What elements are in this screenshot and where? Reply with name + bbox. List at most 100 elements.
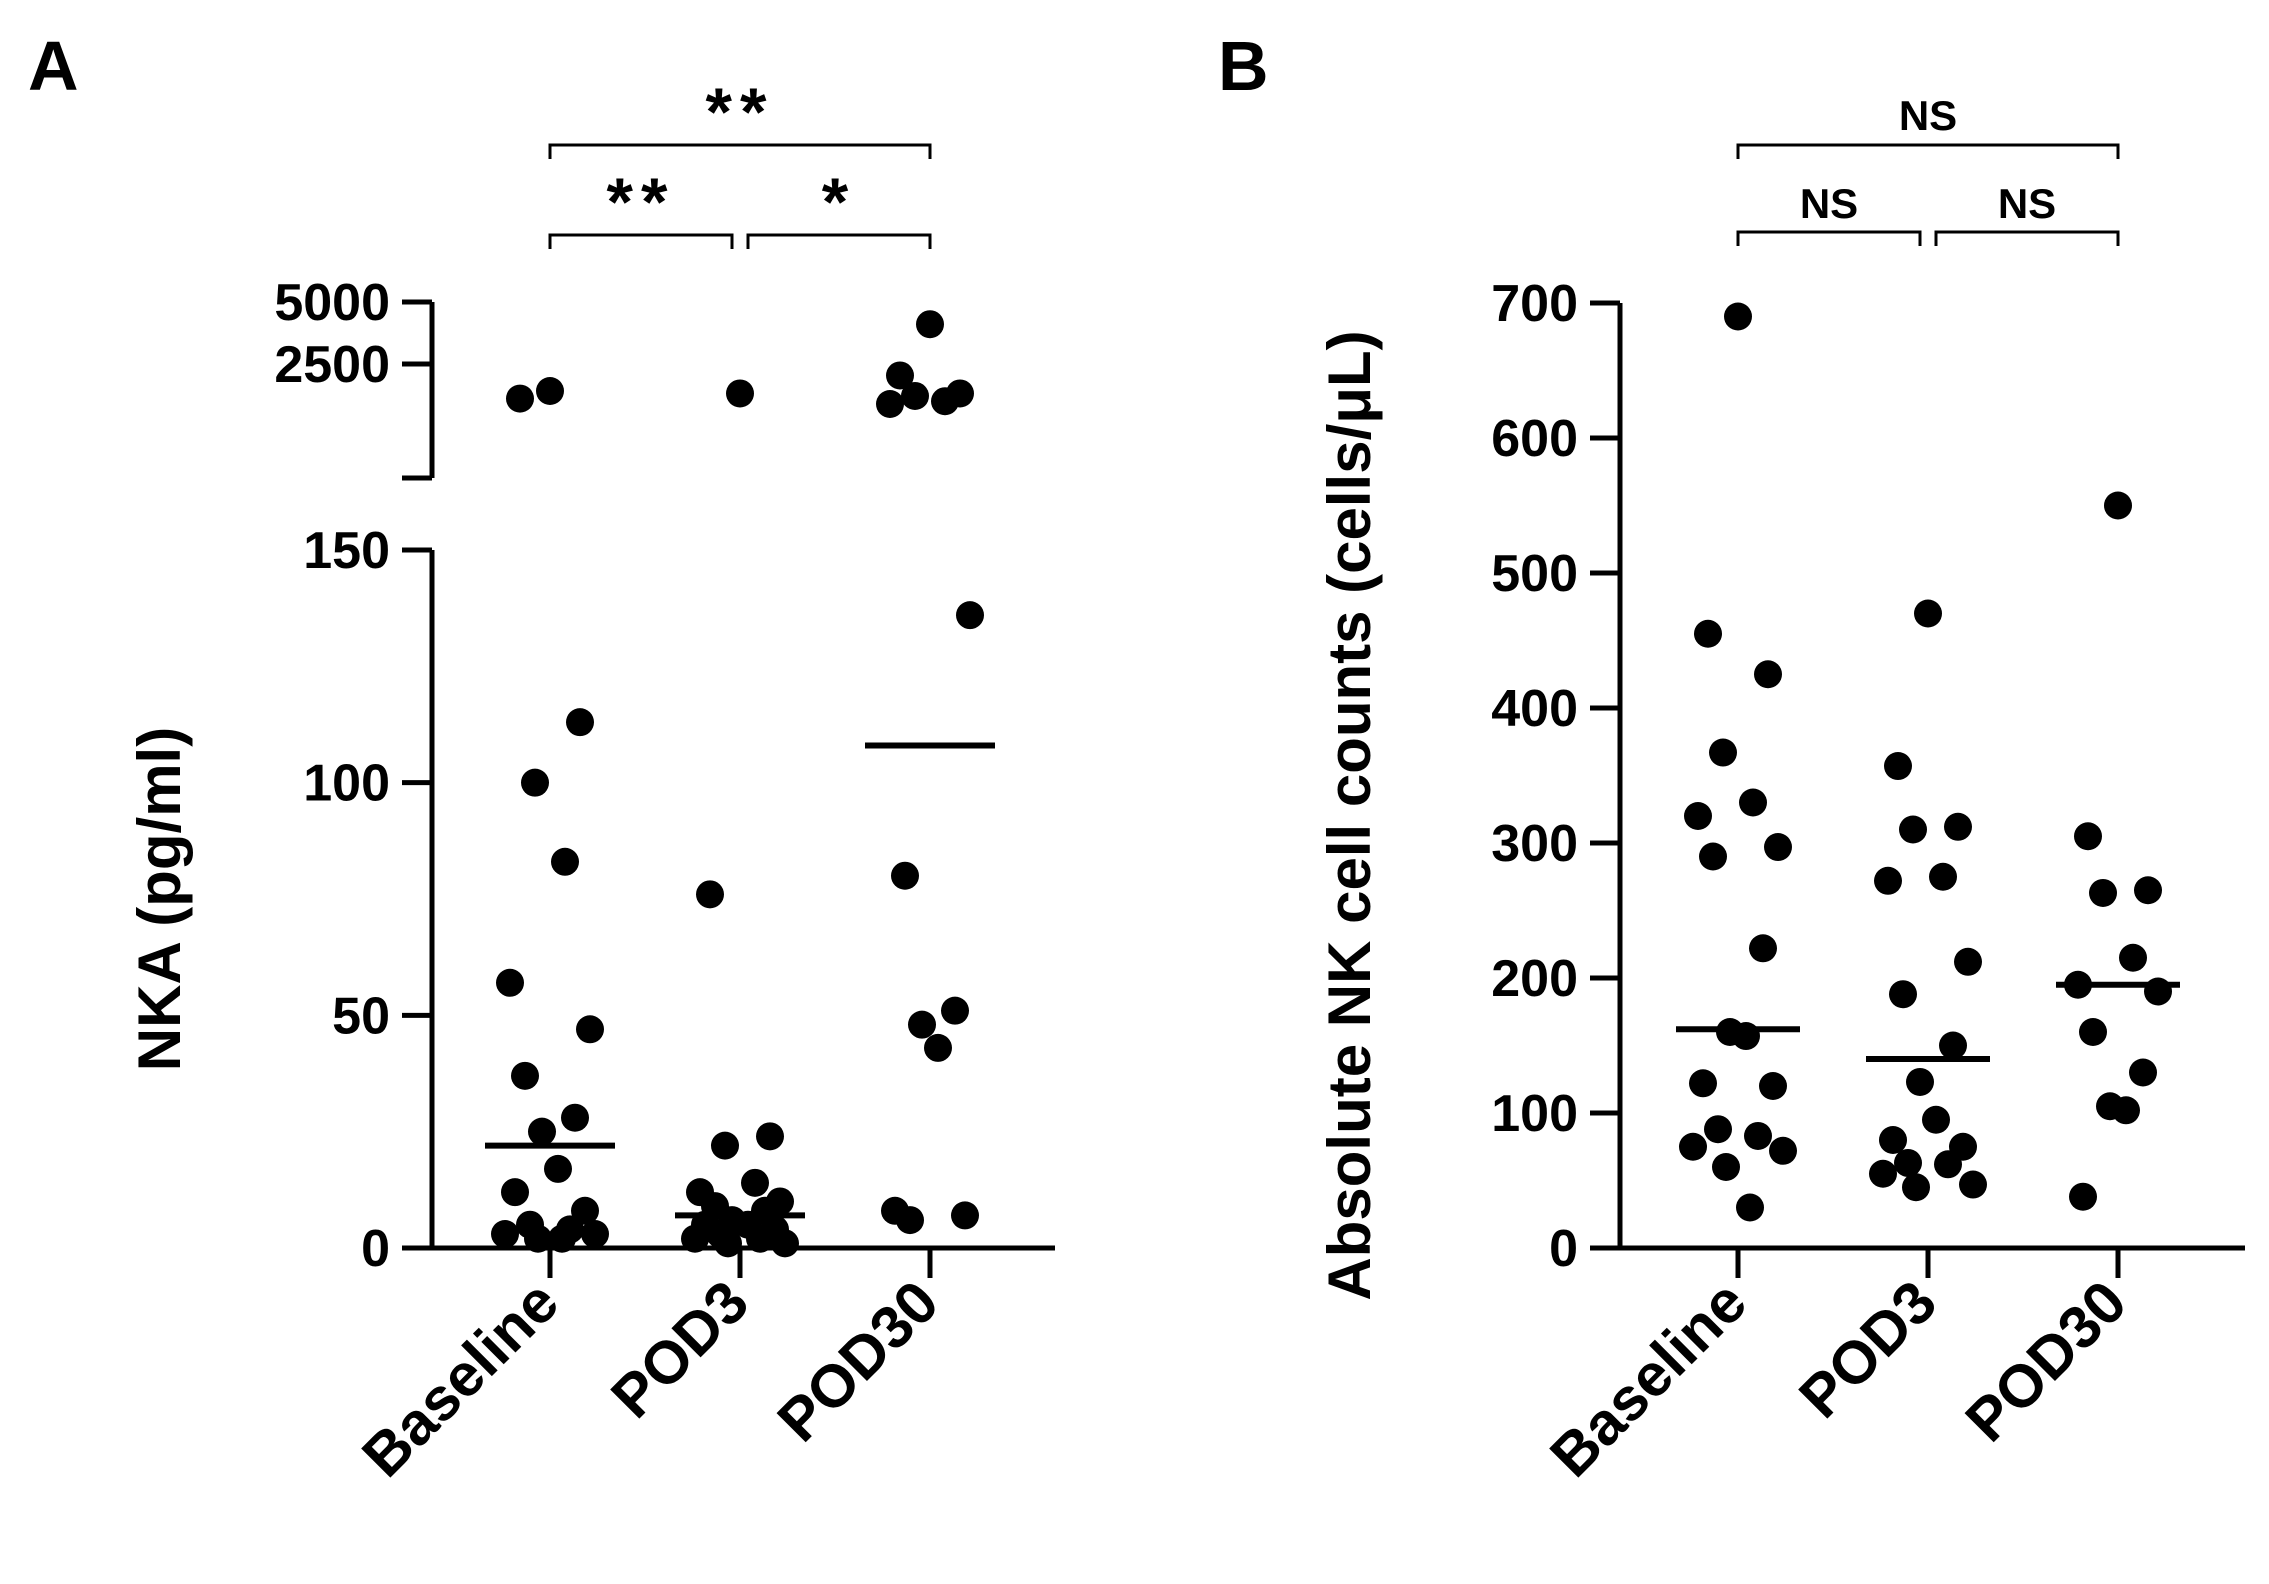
y-tick-label: 2500 (274, 336, 390, 394)
data-point (681, 1224, 709, 1253)
data-point (1736, 1193, 1764, 1222)
data-point (924, 1033, 952, 1062)
data-point (1724, 302, 1752, 331)
data-point (548, 1224, 576, 1253)
data-point (941, 996, 969, 1025)
data-point (1744, 1121, 1772, 1150)
x-tick-label: Baseline (1537, 1268, 1759, 1490)
y-axis-title: Absolute NK cell counts (cells/μL) (1316, 330, 1383, 1300)
data-point (2079, 1018, 2107, 1046)
data-point (1749, 934, 1777, 963)
significance-bracket (1736, 143, 2120, 159)
data-point (916, 310, 944, 339)
data-point (956, 601, 984, 630)
data-point (1679, 1132, 1707, 1161)
data-point (1899, 815, 1927, 844)
data-point (1699, 842, 1727, 871)
x-tick-label: Baseline (349, 1268, 571, 1490)
data-point (551, 847, 579, 876)
y-tick-label: 50 (332, 987, 390, 1045)
panel-b-chart: 0 100 200 300 400 500 600 700 Baseline POD3 POD30 A… (1316, 92, 2245, 1490)
x-tick-label: POD3 (1786, 1268, 1949, 1431)
data-point (2089, 878, 2117, 907)
data-point (506, 384, 534, 413)
panel-letter-b: B (1218, 27, 1269, 105)
data-point (1739, 788, 1767, 817)
data-point (1732, 1022, 1760, 1051)
y-tick-label: 100 (303, 755, 390, 813)
data-point (536, 377, 564, 406)
data-point (528, 1117, 556, 1146)
data-point (891, 861, 919, 890)
y-tick-label: 300 (1491, 815, 1578, 873)
data-point (901, 381, 929, 410)
data-point (1759, 1072, 1787, 1100)
data-point (571, 1196, 599, 1225)
data-point (1764, 833, 1792, 862)
data-point (1889, 980, 1917, 1009)
data-point (746, 1224, 774, 1253)
y-tick-label: 600 (1491, 410, 1578, 468)
data-point (714, 1229, 742, 1258)
data-point (726, 379, 754, 408)
y-tick-label: 5000 (274, 274, 390, 332)
data-point (931, 387, 959, 416)
significance-label: ** (607, 164, 676, 240)
data-point (1709, 738, 1737, 767)
data-point (1939, 1031, 1967, 1060)
significance-label: NS (1899, 92, 1957, 139)
data-point (1944, 812, 1972, 841)
data-point (1884, 752, 1912, 781)
data-point (1906, 1067, 1934, 1096)
significance-label: ** (706, 74, 775, 150)
data-point (876, 389, 904, 418)
data-point (1704, 1115, 1732, 1144)
y-tick-label: 100 (1491, 1085, 1578, 1143)
data-point (886, 361, 914, 390)
data-point (951, 1201, 979, 1230)
x-tick-label: POD30 (765, 1268, 952, 1455)
data-point (501, 1178, 529, 1207)
data-point (524, 1224, 552, 1253)
data-point (2104, 491, 2132, 520)
data-point (771, 1229, 799, 1258)
data-point (496, 968, 524, 997)
data-point (2112, 1096, 2140, 1125)
x-tick-label: POD30 (1953, 1268, 2140, 1455)
significance-label: NS (1800, 180, 1858, 227)
data-point (1922, 1105, 1950, 1134)
data-point (1712, 1153, 1740, 1181)
data-point (2144, 977, 2172, 1006)
data-point (2069, 1182, 2097, 1211)
significance-bracket (548, 143, 932, 159)
y-tick-label: 500 (1491, 545, 1578, 603)
y-axis-title: NKA (pg/ml) (126, 727, 193, 1071)
data-point (511, 1061, 539, 1090)
data-point (544, 1154, 572, 1183)
data-point (1894, 1148, 1922, 1177)
panel-letter-a: A (28, 27, 79, 105)
data-point (1684, 802, 1712, 830)
data-point (1914, 599, 1942, 628)
data-point (711, 1131, 739, 1160)
significance-label: NS (1998, 180, 2056, 227)
y-tick-label: 700 (1491, 275, 1578, 333)
y-tick-label: 150 (303, 522, 390, 580)
significance-bracket (746, 233, 932, 249)
data-point (2074, 822, 2102, 851)
data-point (1769, 1136, 1797, 1165)
data-point (908, 1010, 936, 1039)
data-point (896, 1206, 924, 1235)
data-point (1929, 862, 1957, 891)
significance-bracket (1736, 230, 1922, 246)
data-point (2119, 943, 2147, 972)
significance-bracket (1934, 230, 2120, 246)
significance-bracket (548, 233, 734, 249)
data-point (2134, 876, 2162, 905)
significance-label: * (822, 164, 856, 240)
data-point (696, 880, 724, 909)
data-point (1902, 1173, 1930, 1202)
data-point (566, 708, 594, 737)
